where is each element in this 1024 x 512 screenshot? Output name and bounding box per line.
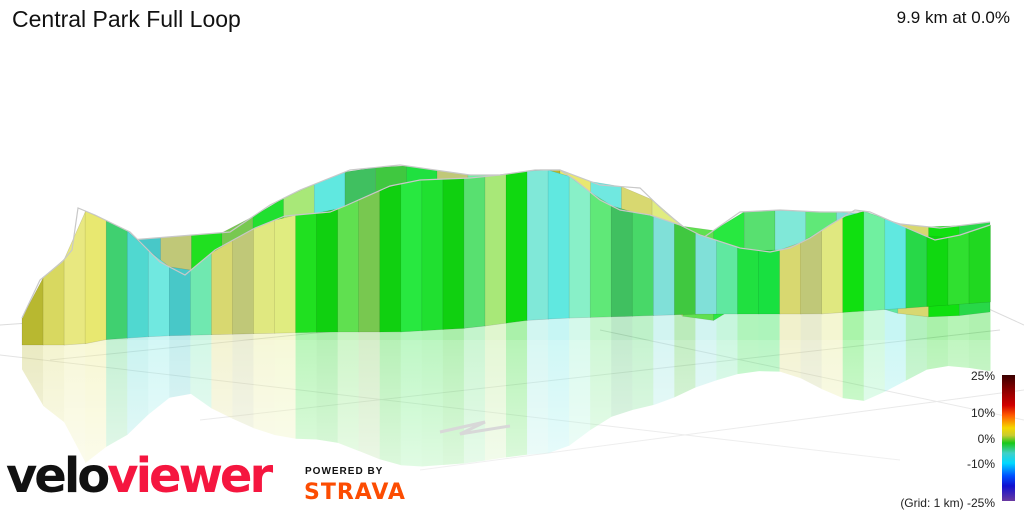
veloviewer-logo[interactable]: veloviewer bbox=[6, 452, 273, 500]
reflection-fade bbox=[0, 340, 1024, 510]
legend-label-10: 10% bbox=[970, 406, 995, 420]
logo-velo: velo bbox=[6, 448, 110, 504]
legend-label-minus25: (Grid: 1 km) -25% bbox=[900, 496, 995, 510]
north-arrow-icon bbox=[439, 420, 511, 436]
profile-front-wall bbox=[21, 169, 991, 346]
powered-by-label: POWERED BY bbox=[305, 466, 384, 477]
route-title: Central Park Full Loop bbox=[12, 6, 241, 32]
legend-label-minus10: -10% bbox=[966, 457, 995, 471]
logo-viewer: viewer bbox=[107, 448, 273, 504]
route-summary: 9.9 km at 0.0% bbox=[896, 8, 1010, 27]
legend-label-25: 25% bbox=[970, 369, 995, 383]
legend-label-0: 0% bbox=[977, 432, 995, 446]
gradient-color-scale bbox=[1002, 375, 1015, 501]
strava-logo[interactable]: STRAVA bbox=[304, 480, 406, 505]
